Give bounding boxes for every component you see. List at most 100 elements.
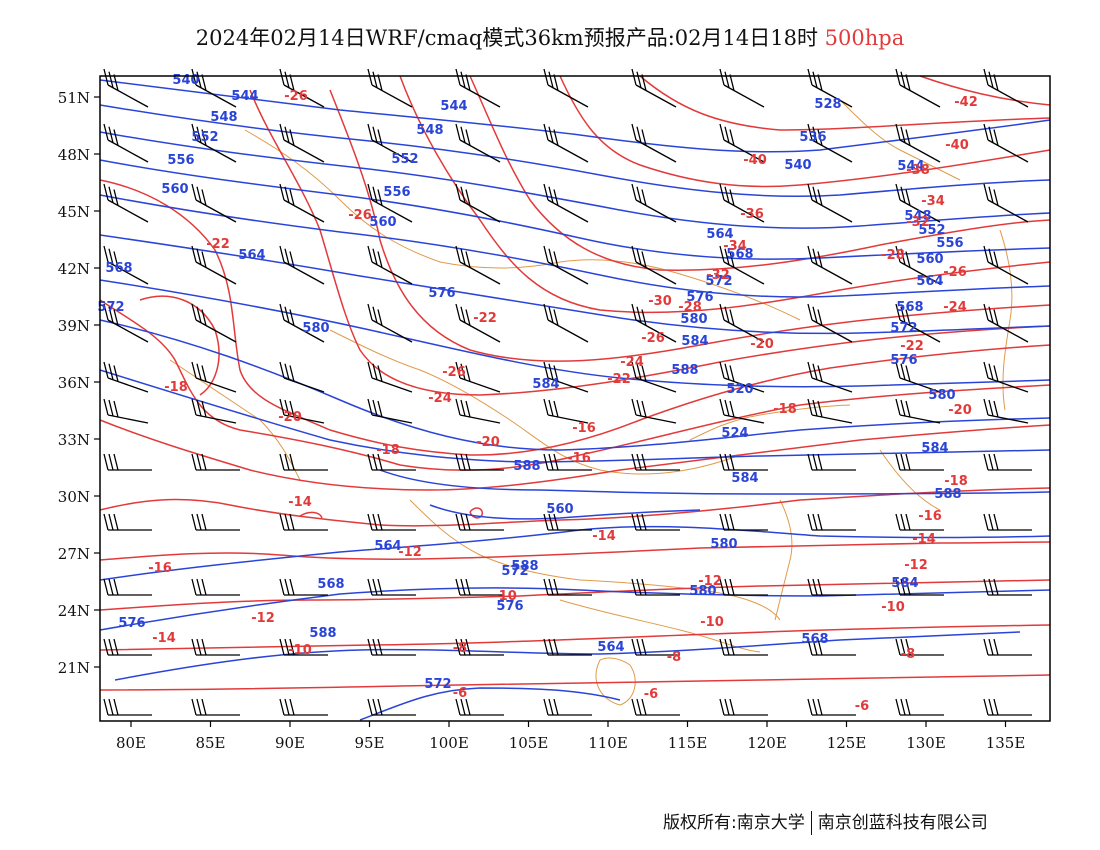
height-label: 544 — [440, 99, 467, 114]
wind-barb — [543, 513, 592, 531]
wind-barb — [455, 303, 501, 343]
temperature-label: -10 — [493, 589, 517, 604]
contour-labels: 5405445485525565605645685725765805845885… — [97, 73, 977, 714]
wind-barb — [807, 638, 856, 656]
wind-barb — [191, 123, 237, 163]
wind-barb — [983, 453, 1032, 471]
temperature-label: -10 — [881, 600, 905, 615]
wind-barb — [895, 578, 944, 596]
chart-title: 2024年02月14日WRF/cmaq模式36km预报产品:02月14日18时 … — [0, 22, 1100, 52]
temperature-label: -18 — [944, 474, 968, 489]
temperature-label: -26 — [348, 208, 372, 223]
wind-barb — [895, 123, 941, 163]
wind-barb — [543, 638, 592, 656]
height-isoline — [99, 234, 1051, 335]
wind-barb — [367, 303, 413, 343]
wind-barb — [807, 513, 856, 531]
boundary-line — [559, 599, 761, 653]
wind-barb — [543, 68, 589, 108]
temperature-label: -42 — [954, 95, 978, 110]
temperature-label: -20 — [278, 410, 302, 425]
height-label: 556 — [936, 236, 963, 251]
wind-barb — [719, 303, 765, 343]
wind-barb — [191, 698, 240, 716]
wind-barb — [367, 698, 416, 716]
wind-barb — [983, 123, 1029, 163]
height-label: 560 — [161, 182, 188, 197]
height-label: 544 — [231, 89, 258, 104]
wind-barb — [455, 68, 501, 108]
height-label: 524 — [721, 426, 748, 441]
wind-barb — [455, 578, 504, 596]
lon-tick-label: 85E — [195, 734, 225, 752]
wind-barb — [631, 578, 680, 596]
height-label: 560 — [916, 252, 943, 267]
temperature-label: -24 — [428, 391, 452, 406]
temperature-label: -20 — [948, 403, 972, 418]
company-text: 南京创蓝科技有限公司 — [817, 813, 988, 833]
temperature-label: -12 — [698, 574, 722, 589]
wind-barb — [279, 303, 325, 343]
wind-barb — [983, 398, 1029, 424]
title-main: 2024年02月14日WRF/cmaq模式36km预报产品:02月14日18时 — [195, 26, 818, 50]
temperature-isoline — [329, 89, 1051, 362]
wind-barb — [455, 361, 501, 393]
temperature-isoline — [99, 487, 1051, 527]
wind-barb — [719, 68, 765, 108]
height-label: 572 — [705, 274, 732, 289]
wind-barb — [807, 361, 853, 393]
wind-barb — [719, 453, 768, 471]
height-label: 584 — [532, 377, 559, 392]
temperature-label: -20 — [750, 337, 774, 352]
height-label: 544 — [897, 159, 924, 174]
wind-barb — [983, 68, 1029, 108]
wind-barb — [367, 245, 413, 285]
wind-barb — [191, 361, 237, 393]
height-label: 584 — [731, 471, 758, 486]
height-label: 556 — [167, 153, 194, 168]
wind-barb — [631, 68, 677, 108]
boundary-line — [595, 657, 636, 706]
temperature-isoline — [99, 624, 1051, 651]
wind-barb — [807, 698, 856, 716]
wind-barb — [103, 361, 149, 393]
lon-tick-label: 105E — [509, 734, 549, 752]
wind-barb — [367, 453, 416, 471]
wind-barb — [103, 123, 149, 163]
lat-tick-label: 39N — [58, 317, 90, 335]
height-label: 572 — [97, 300, 124, 315]
boundary-line — [329, 329, 741, 475]
lat-tick-label: 48N — [58, 146, 90, 164]
wind-barb — [983, 698, 1032, 716]
temperature-label: -14 — [592, 529, 616, 544]
temperature-label: -24 — [620, 355, 644, 370]
temperature-label: -26 — [641, 331, 665, 346]
temperature-label: -32 — [906, 215, 930, 230]
height-isoline — [114, 631, 1021, 681]
height-label: 572 — [890, 321, 917, 336]
height-label: 564 — [916, 274, 943, 289]
wind-barb — [807, 245, 853, 285]
height-label: 564 — [238, 248, 265, 263]
temperature-label: -36 — [740, 207, 764, 222]
wind-barb — [455, 123, 501, 163]
wind-barb — [895, 513, 944, 531]
wind-barb — [807, 453, 856, 471]
wind-barb — [103, 698, 152, 716]
map-background — [100, 76, 1050, 721]
wind-barb — [191, 398, 237, 424]
wind-barb — [367, 361, 413, 393]
wind-barb — [191, 245, 237, 285]
lat-tick-label: 51N — [58, 89, 90, 107]
wind-barb — [191, 578, 240, 596]
height-label: 548 — [904, 209, 931, 224]
temperature-label: -40 — [945, 138, 969, 153]
temperature-label: -16 — [918, 509, 942, 524]
wind-barb — [983, 303, 1029, 343]
height-label: 560 — [546, 502, 573, 517]
lat-tick-label: 42N — [58, 260, 90, 278]
lat-tick-label: 36N — [58, 374, 90, 392]
temperature-label: -38 — [906, 163, 930, 178]
lon-tick-label: 100E — [429, 734, 469, 752]
